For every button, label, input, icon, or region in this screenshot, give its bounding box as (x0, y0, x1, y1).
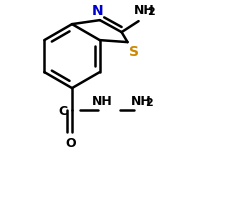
Text: 2: 2 (145, 98, 153, 108)
Text: N: N (92, 4, 104, 18)
Text: NH: NH (92, 95, 112, 108)
Text: NH: NH (131, 95, 152, 108)
Text: S: S (128, 45, 139, 59)
Text: 2: 2 (147, 7, 155, 17)
Text: C: C (58, 104, 68, 117)
Text: O: O (66, 136, 76, 149)
Text: NH: NH (134, 4, 154, 17)
